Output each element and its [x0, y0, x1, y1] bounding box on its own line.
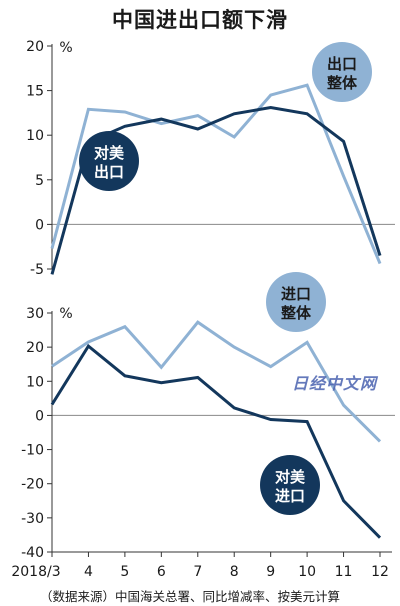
footnote: （数据来源）中国海关总署、同比增减率、按美元计算: [40, 589, 341, 604]
y-tick-label: 10: [26, 374, 44, 390]
series-line-total: [51, 320, 382, 443]
series-label-bubble: [312, 42, 372, 102]
x-tick-label: 9: [266, 564, 275, 580]
y-tick-label: 20: [26, 340, 44, 356]
series-label-bubble: [266, 272, 326, 332]
x-tick-label: 2018/3: [11, 564, 60, 580]
x-tick-label: 12: [371, 564, 389, 580]
y-tick-label: 0: [35, 217, 44, 233]
y-tick-label: 10: [26, 128, 44, 144]
series-label-line1: 对美: [94, 144, 125, 162]
x-axis: 2018/3 4 5 6 7 8 9 10 11 12: [11, 551, 392, 580]
y-unit-label: %: [59, 306, 72, 322]
watermark: 日经中文网: [292, 374, 378, 393]
series-label-bubble: [260, 455, 320, 515]
y-tick-label: -10: [21, 443, 44, 459]
y-tick-label: 0: [35, 408, 44, 424]
y-tick-label: -5: [30, 262, 44, 278]
x-tick-label: 6: [157, 564, 166, 580]
x-tick-label: 5: [120, 564, 129, 580]
series-line-us: [50, 343, 382, 539]
x-tick-label: 8: [230, 564, 239, 580]
y-unit-label: %: [59, 40, 72, 56]
x-tick-label: 4: [84, 564, 93, 580]
y-tick-label: -40: [21, 545, 44, 561]
y-tick-label: 30: [26, 306, 44, 322]
y-tick-label: 15: [26, 84, 44, 100]
y-tick-label: -20: [21, 477, 44, 493]
x-tick-label: 7: [193, 564, 202, 580]
series-label-line2: 整体: [327, 74, 358, 92]
y-tick-label: 20: [26, 39, 44, 55]
series-label-line1: 出口: [327, 55, 357, 73]
series-label-line1: 对美: [275, 468, 306, 486]
y-tick-label: 5: [35, 173, 44, 189]
series-label-bubble: [79, 131, 139, 191]
x-tick-label: 11: [335, 564, 353, 580]
x-tick-label: 10: [298, 564, 316, 580]
chart-title: 中国进出口额下滑: [112, 8, 288, 32]
y-tick-label: -30: [21, 511, 44, 527]
series-label-line2: 整体: [281, 304, 312, 322]
series-label-line2: 进口: [275, 487, 305, 505]
series-label-line2: 出口: [94, 163, 124, 181]
series-line-total: [50, 83, 382, 265]
series-label-line1: 进口: [281, 285, 311, 303]
